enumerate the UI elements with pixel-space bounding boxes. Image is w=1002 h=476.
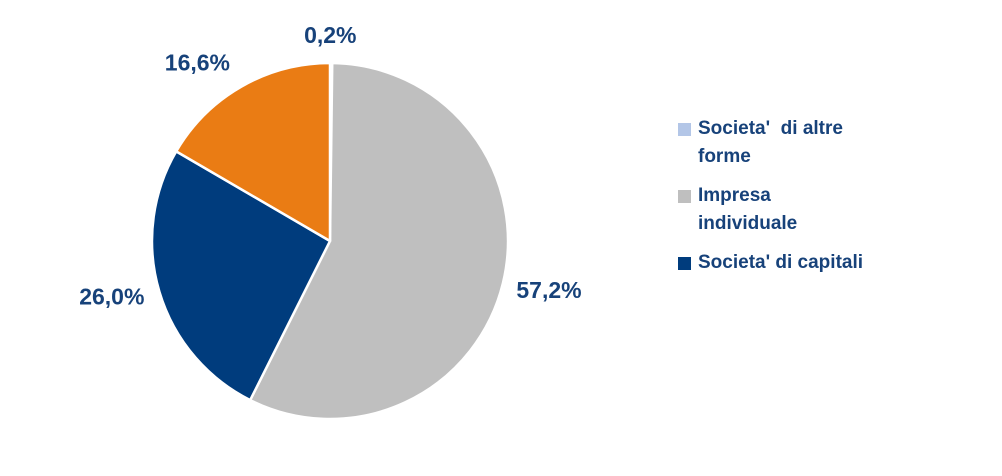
legend-item-societa-di-capitali: Societa' di capitali xyxy=(678,249,908,277)
data-label-societa-di-altre-forme: 0,2% xyxy=(304,22,356,48)
pie-slice-impresa-individuale xyxy=(248,61,510,421)
pie-slice-societa-di-capitali xyxy=(150,150,332,402)
chart-legend: Societa' di altre forme Impresa individua… xyxy=(678,115,908,288)
data-label-unnamed: 16,6% xyxy=(165,49,230,75)
legend-swatch-icon xyxy=(678,257,691,270)
legend-swatch-icon xyxy=(678,123,691,136)
data-label-societa-di-capitali: 26,0% xyxy=(79,283,144,309)
pie-slice-unnamed xyxy=(174,61,332,243)
legend-label: Impresa individuale xyxy=(698,185,798,234)
legend-label: Societa' di altre forme xyxy=(698,118,843,167)
legend-item-impresa-individuale: Impresa individuale xyxy=(678,182,908,238)
pie-chart: 0,2% 57,2% 26,0% 16,6% xyxy=(79,22,582,421)
legend-label: Societa' di capitali xyxy=(698,252,864,273)
legend-swatch-icon xyxy=(678,190,691,203)
data-label-impresa-individuale: 57,2% xyxy=(516,277,581,303)
legend-item-societa-di-altre-forme: Societa' di altre forme xyxy=(678,115,908,171)
